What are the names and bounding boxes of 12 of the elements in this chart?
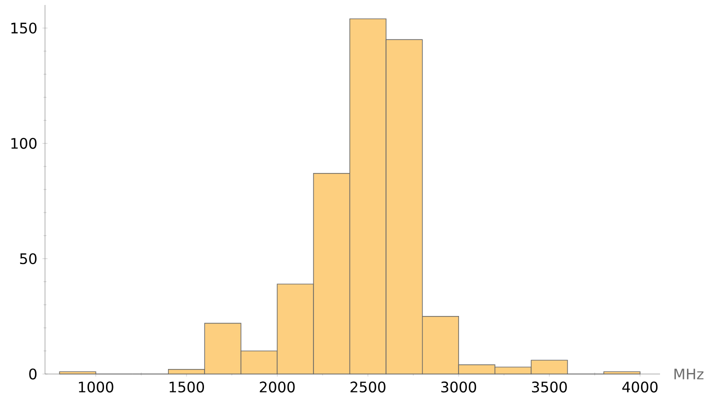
x-axis-title: MHz — [674, 368, 704, 380]
x-tick-label: 3500 — [532, 382, 567, 392]
y-tick-label: 0 — [29, 368, 37, 380]
x-tick-label: 2500 — [350, 382, 386, 392]
x-tick-label: 1000 — [78, 382, 114, 392]
y-tick-label: 50 — [20, 253, 37, 264]
y-tick-label: 150 — [11, 22, 37, 34]
x-tick-label: 4000 — [622, 382, 658, 392]
x-tick-label: 1500 — [170, 382, 204, 392]
y-tick-label: 100 — [11, 138, 37, 149]
x-tick-label: 3000 — [441, 382, 476, 392]
x-tick-label: 2000 — [260, 382, 295, 392]
